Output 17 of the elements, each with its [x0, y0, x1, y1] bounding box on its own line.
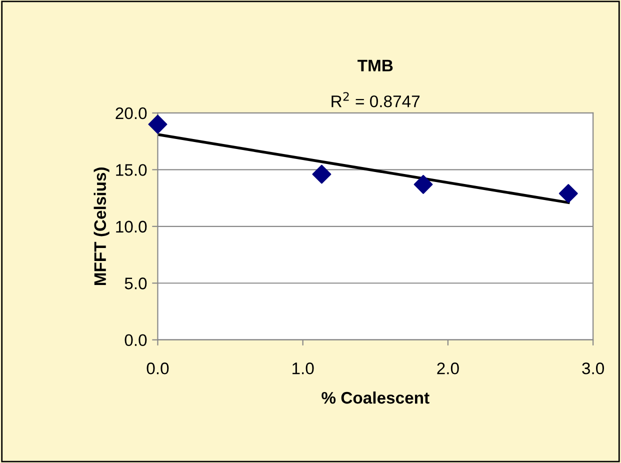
y-tick-label: 5.0 — [124, 278, 147, 290]
text: R$^{2}$ = 0.8747 — [332, 92, 420, 108]
x-tick-label: 2.0 — [437, 362, 459, 374]
x-tick-label: 3.0 — [582, 362, 604, 374]
chart-title: TMB — [358, 60, 393, 72]
point — [312, 164, 332, 184]
x-tick-label: 0.0 — [146, 362, 169, 374]
point — [558, 184, 578, 203]
point — [148, 114, 168, 134]
x-axis-title: % Coalescent — [322, 391, 430, 404]
y-tick-label: 10.0 — [116, 220, 147, 233]
y-axis-title: MFFT (Celsius) — [94, 168, 110, 286]
point — [414, 174, 433, 194]
y-tick-label: 15.0 — [116, 164, 147, 176]
y-tick-label: 0.0 — [124, 334, 147, 346]
x-tick-label: 1.0 — [292, 362, 314, 374]
y-tick-label: 20.0 — [116, 107, 147, 120]
